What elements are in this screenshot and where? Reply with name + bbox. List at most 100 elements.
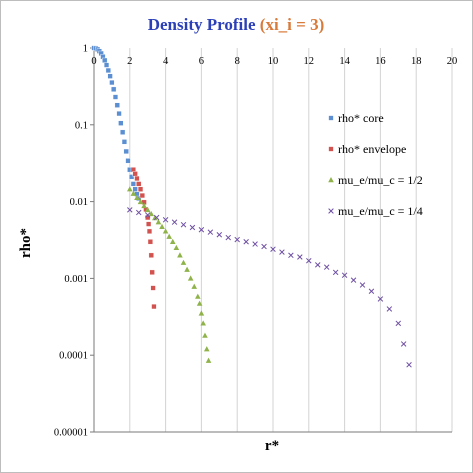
x-tick-label: 6 (199, 56, 204, 67)
data-point (130, 181, 136, 187)
chart-title: Density Profile (xi_i = 3) (148, 15, 325, 34)
y-tick-label: 0.01 (70, 197, 88, 208)
legend-label: rho* core (338, 111, 384, 125)
data-point (135, 209, 142, 216)
data-point (350, 277, 357, 283)
y-axis-label: rho* (18, 228, 34, 258)
data-point (279, 249, 285, 255)
data-point (191, 283, 198, 289)
data-point (377, 296, 384, 302)
x-tick-label: 14 (339, 56, 350, 67)
data-point (137, 186, 144, 192)
legend-marker (328, 115, 334, 121)
data-point (103, 62, 110, 68)
legend: rho* core rho* envelope mu_e/mu_c = 1/2 mu_… (328, 111, 423, 218)
data-point (395, 320, 402, 327)
data-point (144, 212, 151, 218)
legend-label: mu_e/mu_c = 1/2 (338, 173, 423, 187)
data-point (123, 148, 129, 155)
data-point (148, 210, 155, 217)
title-text: Density Profile (148, 15, 256, 34)
series-4 (127, 207, 412, 368)
data-point (297, 254, 303, 260)
data-point (136, 181, 142, 187)
series-1 (91, 45, 142, 202)
data-point (120, 129, 126, 135)
x-tick-label: 0 (91, 56, 96, 67)
data-point (151, 303, 157, 310)
data-point (134, 175, 140, 182)
data-point (134, 194, 140, 201)
data-point (261, 243, 267, 250)
data-point (147, 239, 153, 245)
data-point (146, 228, 153, 234)
data-point (306, 257, 312, 264)
data-point (153, 214, 160, 221)
data-series (91, 45, 412, 368)
x-tick-label: 18 (411, 56, 422, 67)
data-point (386, 306, 393, 312)
x-tick-label: 4 (163, 56, 169, 67)
data-point (169, 238, 176, 244)
data-point (252, 241, 258, 247)
data-point (406, 362, 412, 368)
data-point (180, 259, 187, 265)
legend-entry: mu_e/mu_c = 1/2 (328, 173, 423, 187)
data-point (368, 288, 375, 295)
data-point (105, 67, 111, 74)
y-tick-label: 0.1 (75, 120, 88, 131)
data-point (139, 192, 145, 199)
data-point (132, 171, 138, 177)
data-point (323, 264, 330, 270)
data-point (225, 234, 232, 241)
data-point (196, 300, 203, 306)
data-point (130, 190, 137, 196)
y-tick-label: 0.00001 (54, 428, 88, 439)
data-point (314, 262, 321, 268)
x-axis-label: r* (265, 438, 279, 454)
data-point (149, 269, 155, 275)
data-point (162, 228, 169, 234)
x-tick-label: 10 (268, 56, 279, 67)
data-point (111, 86, 117, 92)
grid-lines (129, 48, 453, 432)
y-tick-label: 1 (83, 44, 88, 55)
data-point (203, 346, 210, 352)
x-tick-label: 20 (447, 56, 458, 67)
data-point (144, 206, 151, 213)
data-point (127, 186, 133, 192)
x-tick-label: 2 (127, 56, 132, 67)
data-point (107, 73, 113, 79)
data-point (102, 57, 108, 63)
data-point (116, 110, 122, 117)
data-point (216, 232, 223, 238)
data-point (127, 207, 133, 213)
data-point (159, 223, 165, 229)
data-point (128, 174, 135, 180)
data-point (187, 275, 194, 281)
legend-entry: mu_e/mu_c = 1/4 (328, 204, 423, 218)
data-point (288, 252, 294, 259)
data-point (114, 102, 120, 108)
data-point (195, 293, 201, 299)
data-point (243, 239, 249, 245)
data-point (137, 198, 144, 205)
legend-marker (328, 146, 334, 152)
x-tick-label: 8 (235, 56, 240, 67)
x-tick-label: 16 (375, 56, 386, 67)
data-point (400, 341, 407, 347)
data-point (109, 79, 115, 86)
legend-entry: rho* core (328, 111, 384, 125)
series-3 (127, 186, 212, 363)
data-point (141, 202, 147, 209)
y-tick-label: 0.0001 (59, 351, 88, 362)
data-point (207, 229, 214, 235)
data-point (121, 139, 128, 145)
data-point (184, 266, 190, 272)
data-point (152, 215, 158, 221)
series-2 (130, 167, 157, 310)
legend-label: rho* envelope (338, 142, 406, 156)
data-point (189, 224, 196, 231)
